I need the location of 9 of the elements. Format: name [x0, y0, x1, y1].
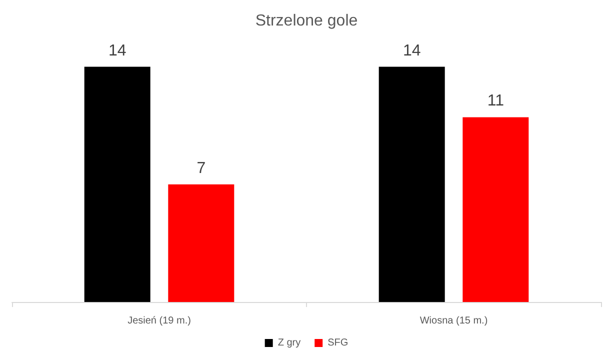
legend-label: Z gry [278, 338, 301, 348]
x-tick-label: Jesień (19 m.) [128, 316, 191, 326]
x-tick-label: Wiosna (15 m.) [420, 316, 488, 326]
chart-title: Strzelone gole [255, 12, 358, 30]
data-label: 14 [402, 42, 421, 60]
data-label: 7 [196, 160, 206, 177]
data-label: 11 [487, 92, 504, 110]
legend-label: SFG [328, 338, 348, 348]
data-label: 14 [108, 42, 126, 60]
